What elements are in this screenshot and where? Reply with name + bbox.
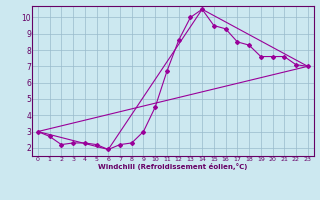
X-axis label: Windchill (Refroidissement éolien,°C): Windchill (Refroidissement éolien,°C) [98, 163, 247, 170]
